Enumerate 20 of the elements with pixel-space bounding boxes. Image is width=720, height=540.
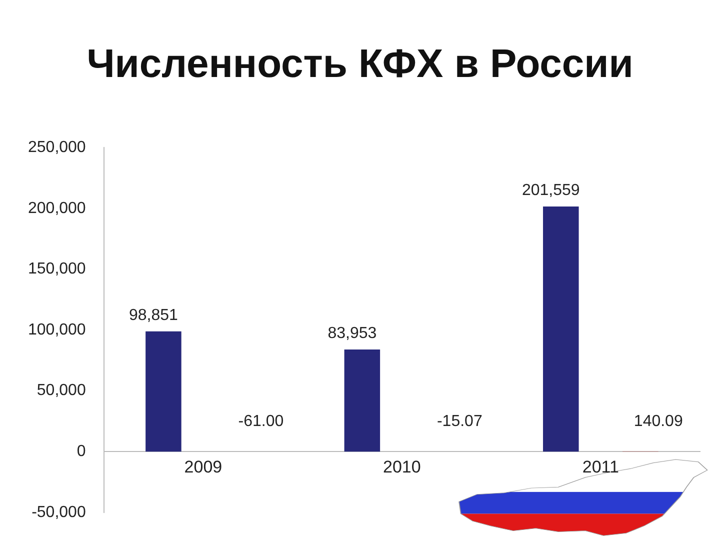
y-tick-label: 0 — [76, 443, 86, 460]
bar — [344, 350, 380, 452]
data-label: 201,559 — [522, 182, 580, 199]
data-label: 83,953 — [328, 324, 377, 342]
chart-title: Численность КФХ в России — [86, 42, 634, 87]
bar — [146, 331, 182, 452]
data-label: 98,851 — [128, 306, 178, 324]
x-tick-label: 2010 — [383, 457, 421, 476]
y-tick-label: 200,000 — [28, 200, 86, 217]
y-tick-label: -50,000 — [32, 504, 86, 521]
data-label: -61.00 — [238, 413, 284, 430]
x-tick-label: 2009 — [184, 457, 222, 476]
data-label: -15.07 — [436, 413, 482, 430]
y-tick-label: 100,000 — [28, 321, 86, 338]
bar — [543, 206, 579, 452]
y-tick-label: 250,000 — [28, 139, 86, 156]
x-tick-label: 2011 — [582, 457, 619, 476]
y-tick-label: 50,000 — [36, 382, 86, 400]
y-tick-label: 150,000 — [28, 260, 86, 278]
data-label: 140.09 — [634, 412, 683, 430]
